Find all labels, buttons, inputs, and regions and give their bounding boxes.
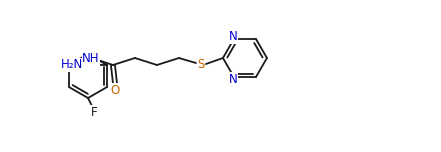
Text: NH: NH [82,52,100,66]
Text: N: N [228,30,237,43]
Text: F: F [91,105,97,119]
Text: S: S [197,59,205,71]
Text: H₂N: H₂N [61,59,83,71]
Text: N: N [228,73,237,86]
Text: O: O [110,83,120,97]
